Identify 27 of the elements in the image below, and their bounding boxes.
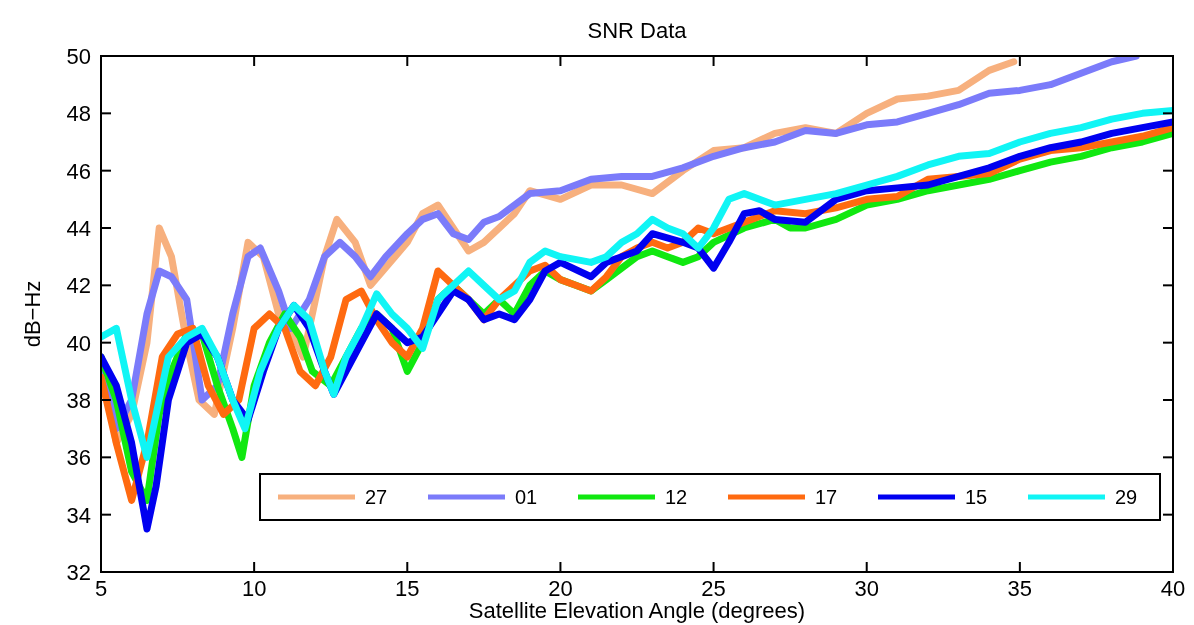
x-tick-label: 10 bbox=[241, 576, 267, 601]
x-tick-label: 20 bbox=[548, 576, 573, 601]
x-tick-label: 30 bbox=[854, 576, 879, 601]
x-tick-label: 15 bbox=[395, 576, 420, 601]
legend-label: 17 bbox=[815, 486, 838, 508]
y-tick-label: 48 bbox=[66, 101, 91, 127]
y-axis-title: dB−Hz bbox=[20, 280, 45, 348]
chart-title: SNR Data bbox=[587, 18, 688, 43]
y-tick-label: 38 bbox=[66, 388, 91, 413]
x-tick-label: 40 bbox=[1160, 576, 1186, 601]
y-tick-label: 46 bbox=[66, 158, 91, 184]
y-tick-label: 34 bbox=[66, 502, 91, 528]
x-tick-label: 25 bbox=[701, 576, 726, 601]
legend-label: 01 bbox=[515, 486, 538, 508]
x-tick-label: 5 bbox=[94, 576, 108, 601]
y-tick-label: 36 bbox=[66, 445, 91, 471]
legend-label: 12 bbox=[665, 486, 688, 508]
y-tick-label: 32 bbox=[66, 560, 91, 585]
legend-label: 15 bbox=[965, 486, 988, 508]
y-tick-label: 40 bbox=[66, 330, 91, 356]
legend-label: 27 bbox=[365, 486, 388, 508]
x-axis-title: Satellite Elevation Angle (degrees) bbox=[468, 598, 806, 623]
y-tick-label: 50 bbox=[66, 44, 91, 69]
x-tick-label: 35 bbox=[1007, 576, 1033, 601]
y-tick-label: 44 bbox=[66, 216, 91, 241]
legend-label: 29 bbox=[1115, 486, 1138, 508]
y-tick-label: 42 bbox=[66, 273, 91, 299]
